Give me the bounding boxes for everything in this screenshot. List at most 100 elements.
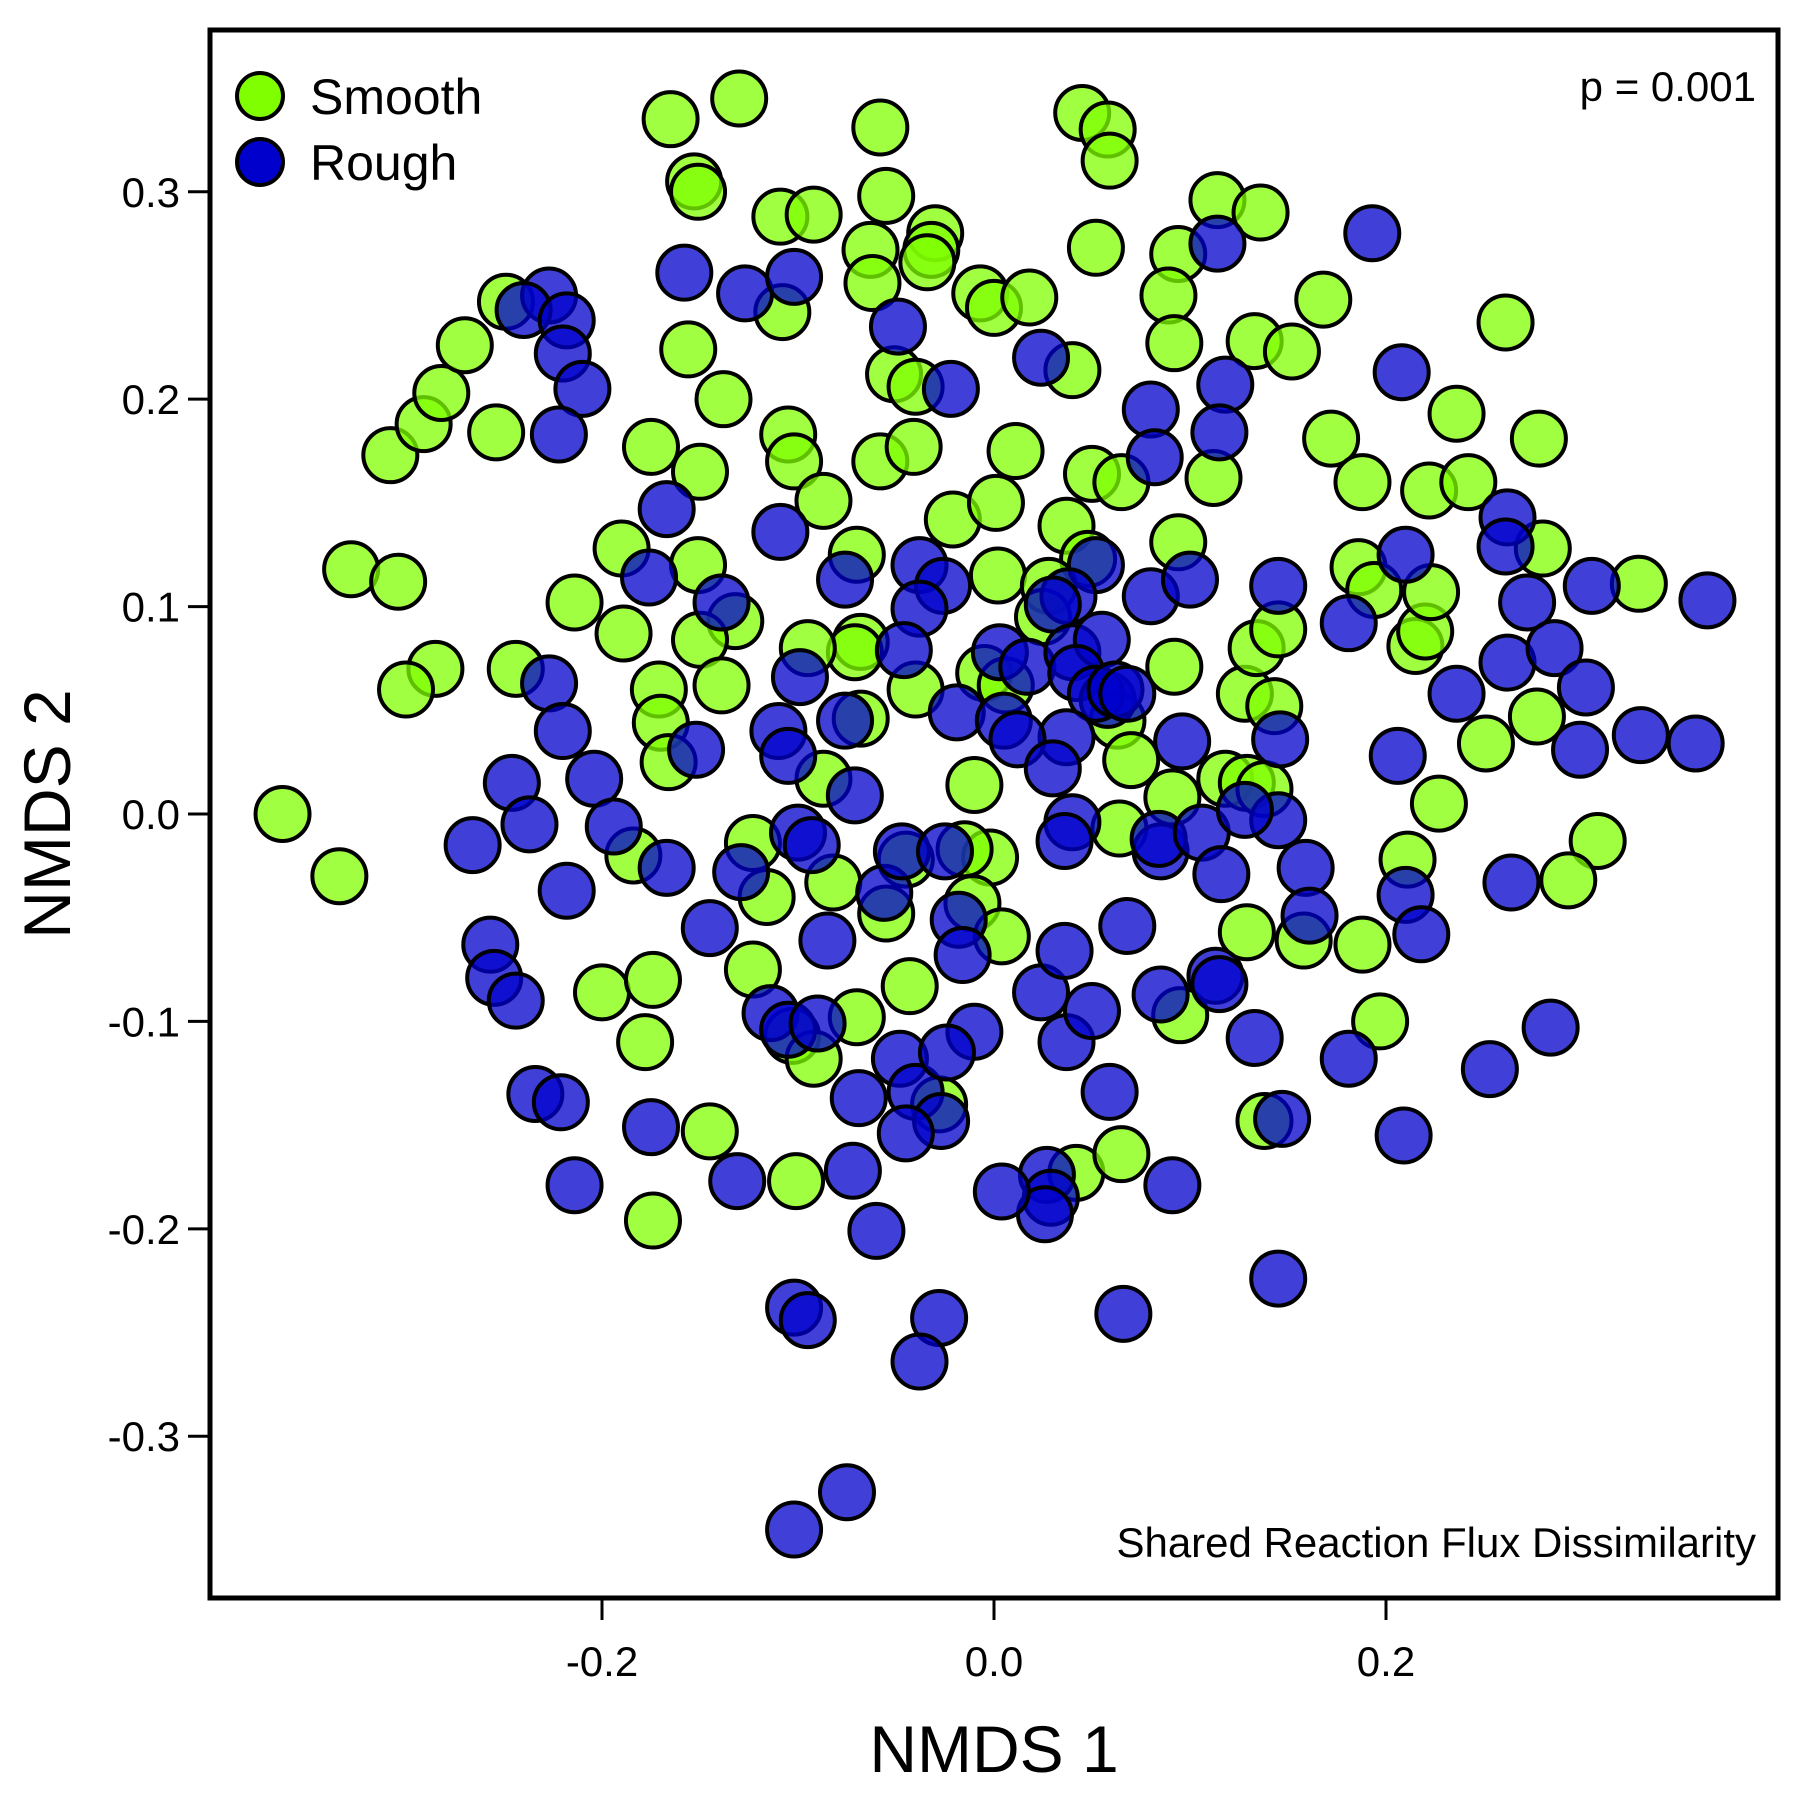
data-point-smooth (680, 1102, 739, 1161)
y-tick-label: 0.1 (122, 584, 180, 631)
data-point-rough (798, 911, 857, 970)
data-point-rough (1225, 1009, 1284, 1067)
x-tick-label: -0.2 (566, 1638, 638, 1685)
data-point-rough (916, 822, 974, 881)
data-point-rough (1498, 573, 1557, 632)
data-point-smooth (641, 90, 700, 149)
data-point-rough (1368, 726, 1427, 785)
data-point-rough (584, 797, 643, 856)
data-point-rough (1131, 965, 1190, 1024)
legend-marker-rough (235, 137, 285, 187)
data-point-smooth (1568, 811, 1627, 870)
data-point-rough (1188, 214, 1247, 273)
data-point-smooth (573, 963, 631, 1022)
data-point-smooth (692, 656, 751, 715)
data-point-rough (529, 405, 588, 464)
data-point-smooth (1456, 714, 1515, 773)
y-tick-label: -0.3 (108, 1413, 180, 1460)
data-point-rough (1012, 328, 1071, 387)
data-point-rough (680, 899, 739, 958)
data-point-rough (620, 548, 679, 607)
data-point-rough (533, 702, 592, 761)
data-point-rough (1161, 550, 1219, 609)
data-point-smooth (1139, 266, 1198, 325)
data-point-smooth (623, 950, 682, 1009)
data-point-smooth (884, 417, 943, 476)
data-point-smooth (694, 370, 753, 429)
data-point-smooth (669, 162, 728, 221)
data-point-rough (825, 766, 884, 825)
data-point-rough (1253, 1089, 1312, 1148)
data-point-smooth (1080, 131, 1139, 190)
data-point-rough (545, 1156, 604, 1215)
points-layer (253, 69, 1737, 1559)
data-point-rough (553, 359, 612, 418)
data-point-smooth (594, 604, 653, 663)
x-tick-label: 0.2 (1357, 1638, 1415, 1685)
data-point-smooth (1302, 409, 1361, 468)
data-point-smooth (784, 185, 843, 244)
data-point-smooth (986, 422, 1045, 481)
data-point-smooth (435, 316, 494, 375)
data-point-smooth (1351, 992, 1410, 1051)
data-point-rough (751, 502, 810, 561)
data-point-smooth (1333, 453, 1392, 512)
data-point-rough (443, 816, 502, 875)
data-point-rough (1190, 403, 1249, 462)
data-point-rough (531, 1073, 590, 1132)
data-point-smooth (880, 957, 939, 1016)
data-point-smooth (369, 552, 428, 611)
data-point-rough (1094, 1284, 1153, 1343)
data-point-smooth (968, 546, 1027, 605)
data-point-rough (712, 843, 771, 902)
data-point-smooth (1231, 183, 1290, 242)
data-point-rough (874, 621, 933, 680)
data-point-smooth (1333, 915, 1392, 974)
y-tick-label: 0.2 (122, 376, 180, 423)
data-point-rough (1476, 517, 1535, 576)
data-point-rough (1125, 428, 1184, 487)
data-point-rough (876, 1104, 935, 1163)
x-axis-title: NMDS 1 (869, 1712, 1118, 1786)
data-point-rough (788, 994, 847, 1053)
legend-label-smooth: Smooth (310, 69, 482, 125)
data-point-rough (818, 1463, 876, 1522)
data-point-rough (1153, 712, 1212, 771)
data-point-rough (1192, 845, 1251, 904)
data-point-smooth (966, 473, 1025, 532)
data-point-rough (816, 691, 875, 750)
data-point-rough (537, 861, 596, 920)
y-tick-label: -0.2 (108, 1206, 180, 1253)
data-point-rough (933, 926, 992, 985)
data-point-smooth (253, 785, 312, 843)
p-value-annotation: p = 0.001 (1580, 63, 1756, 110)
y-axis-title: NMDS 2 (10, 689, 84, 938)
data-point-rough (927, 683, 986, 742)
data-point-rough (1525, 619, 1584, 678)
data-point-rough (1427, 664, 1486, 723)
data-point-smooth (843, 254, 902, 313)
data-point-smooth (710, 69, 769, 128)
x-tick-label: 0.0 (965, 1638, 1023, 1685)
data-point-rough (655, 243, 714, 302)
data-point-rough (890, 1332, 949, 1391)
data-point-smooth (1066, 218, 1125, 277)
data-point-rough (1251, 710, 1310, 769)
data-point-rough (637, 838, 696, 897)
data-point-smooth (545, 573, 604, 632)
data-point-rough (692, 573, 751, 632)
data-point-smooth (767, 1152, 826, 1211)
data-point-rough (921, 359, 980, 418)
data-point-rough (759, 726, 818, 785)
data-point-smooth (898, 233, 957, 292)
data-point-rough (622, 1098, 680, 1157)
data-point-smooth (623, 1191, 682, 1250)
data-point-rough (1249, 1249, 1308, 1308)
x-axis: -0.2 0.0 0.2 (566, 1598, 1415, 1685)
data-point-rough (1319, 1029, 1378, 1088)
data-point-rough (847, 1201, 906, 1260)
data-point-rough (823, 1141, 882, 1200)
data-point-rough (765, 247, 824, 306)
data-point-smooth (1145, 637, 1204, 696)
data-point-rough (816, 550, 875, 609)
